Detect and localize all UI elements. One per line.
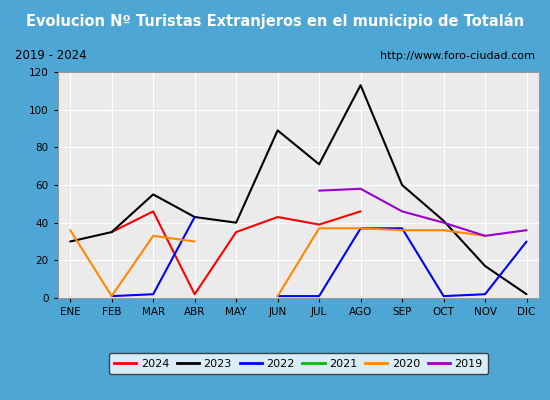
Text: 2019 - 2024: 2019 - 2024 <box>15 49 87 62</box>
Legend: 2024, 2023, 2022, 2021, 2020, 2019: 2024, 2023, 2022, 2021, 2020, 2019 <box>108 353 488 374</box>
Text: http://www.foro-ciudad.com: http://www.foro-ciudad.com <box>380 51 535 61</box>
Text: Evolucion Nº Turistas Extranjeros en el municipio de Totalán: Evolucion Nº Turistas Extranjeros en el … <box>26 13 524 29</box>
